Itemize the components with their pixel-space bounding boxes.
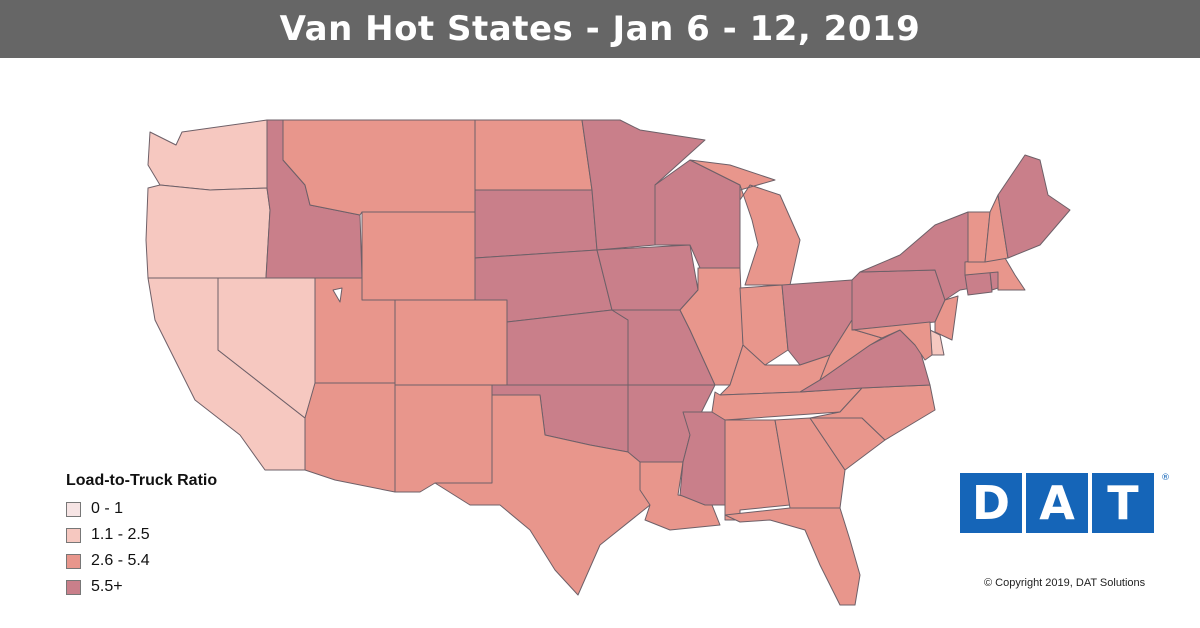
state-NJ <box>934 295 959 341</box>
state-IA <box>596 244 699 311</box>
legend-swatch <box>66 553 81 569</box>
legend-label: 5.5+ <box>91 578 123 595</box>
legend-swatch <box>66 527 81 543</box>
great-salt-lake <box>332 287 343 303</box>
state-OR <box>145 184 271 279</box>
map-title: Van Hot States - Jan 6 - 12, 2019 <box>279 9 921 49</box>
copyright-text: © Copyright 2019, DAT Solutions <box>984 577 1146 589</box>
map-legend: Load-to-Truck Ratio 0 - 1 1.1 - 2.5 2.6 … <box>66 472 217 600</box>
state-MI <box>689 159 801 286</box>
legend-label: 0 - 1 <box>91 500 124 517</box>
state-WA <box>147 119 268 191</box>
state-TX <box>434 394 651 596</box>
state-GA <box>774 417 846 509</box>
legend-item: 1.1 - 2.5 <box>66 522 217 548</box>
state-ME <box>997 154 1071 259</box>
state-ND <box>474 119 593 191</box>
dat-logo: D A T <box>960 473 1154 533</box>
legend-label: 2.6 - 5.4 <box>91 552 150 569</box>
us-choropleth-map <box>145 119 1071 606</box>
state-MS <box>679 411 726 506</box>
state-RI <box>989 271 999 291</box>
state-MD <box>851 321 933 361</box>
legend-item: 2.6 - 5.4 <box>66 548 217 574</box>
legend-swatch <box>66 579 81 595</box>
state-CT <box>964 271 993 296</box>
legend-item: 0 - 1 <box>66 496 217 522</box>
logo-letter: T <box>1092 473 1154 533</box>
state-NM <box>394 384 493 493</box>
title-bar: Van Hot States - Jan 6 - 12, 2019 <box>0 0 1200 58</box>
state-MT <box>282 119 476 216</box>
legend-label: 1.1 - 2.5 <box>91 526 150 543</box>
state-WY <box>361 211 476 301</box>
state-SD <box>474 189 598 259</box>
state-FL <box>724 507 861 606</box>
registered-mark: ® <box>1161 473 1170 483</box>
state-CO <box>394 299 508 386</box>
logo-letter: D <box>960 473 1022 533</box>
state-LA <box>639 461 721 531</box>
state-MA <box>964 257 1026 291</box>
state-KS <box>506 309 629 386</box>
state-AZ <box>304 382 396 493</box>
legend-item: 5.5+ <box>66 574 217 600</box>
logo-letter: A <box>1026 473 1088 533</box>
state-PA <box>851 269 946 331</box>
legend-swatch <box>66 501 81 517</box>
legend-title: Load-to-Truck Ratio <box>66 472 218 489</box>
